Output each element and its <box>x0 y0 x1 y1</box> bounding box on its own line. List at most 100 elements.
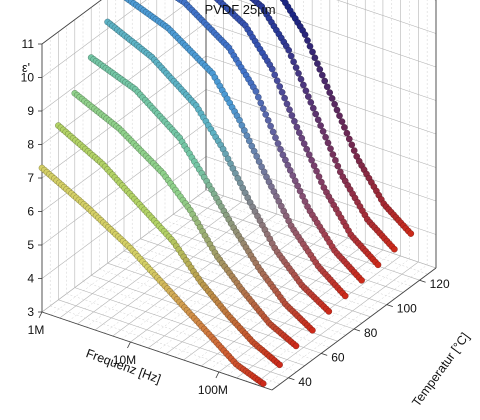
z-tick-label: 3 <box>27 305 34 319</box>
data-point <box>350 147 358 154</box>
data-point <box>308 156 315 164</box>
z-axis-label: ε' <box>22 61 30 75</box>
data-point <box>257 99 265 107</box>
data-point <box>318 178 325 186</box>
data-point <box>334 162 342 170</box>
series-50 <box>71 90 300 350</box>
data-point <box>315 173 323 180</box>
data-point <box>324 139 332 147</box>
data-point <box>310 162 318 169</box>
data-point <box>326 89 334 96</box>
series-60 <box>87 54 316 334</box>
data-point <box>262 111 270 118</box>
grid-line <box>205 22 437 101</box>
data-point <box>374 261 382 269</box>
data-point <box>267 122 274 130</box>
grid-line <box>107 262 338 342</box>
data-point <box>273 77 281 84</box>
z-tick-label: 10 <box>21 71 35 85</box>
frame-edge <box>41 311 273 391</box>
data-point <box>295 129 303 136</box>
data-point <box>341 124 348 131</box>
data-point <box>252 88 260 95</box>
data-point <box>268 65 276 73</box>
series-100 <box>213 0 382 269</box>
grid-line <box>58 299 289 379</box>
x-tick-mark <box>127 341 131 349</box>
y-axis-label: Temperatur [°C] <box>409 330 472 409</box>
data-point <box>309 48 316 56</box>
data-point <box>307 99 315 106</box>
data-point <box>316 66 324 73</box>
data-point <box>290 58 297 66</box>
data-point <box>269 128 277 136</box>
grid-line <box>336 0 437 34</box>
data-point <box>287 52 295 60</box>
y-tick-mark <box>419 279 426 283</box>
z-tick-label: 7 <box>27 171 34 185</box>
data-point <box>338 118 346 125</box>
data-point <box>254 93 262 101</box>
data-point <box>314 60 321 67</box>
data-point <box>276 83 284 90</box>
y-tick-mark <box>386 304 393 307</box>
z-tick-label: 5 <box>27 238 34 252</box>
y-tick-label: 40 <box>298 375 312 389</box>
data-point <box>309 104 317 112</box>
chart-title: PVDF 25µm <box>204 2 275 17</box>
data-point <box>272 134 279 141</box>
data-point <box>327 145 334 152</box>
data-point <box>259 380 267 387</box>
z-tick-label: 9 <box>27 104 34 118</box>
data-point <box>317 122 324 129</box>
data-point <box>325 308 333 315</box>
z-tick-label: 6 <box>27 205 34 219</box>
x-tick-mark <box>38 311 43 319</box>
data-point <box>322 133 329 141</box>
data-point <box>313 167 320 175</box>
grid-line <box>132 244 363 324</box>
data-point <box>343 129 351 137</box>
y-tick-label: 120 <box>430 277 450 291</box>
series-30 <box>38 164 267 387</box>
data-point <box>285 46 293 54</box>
data-point <box>277 145 284 153</box>
data-point <box>309 326 316 334</box>
data-point <box>286 106 293 113</box>
data-point <box>281 94 288 102</box>
series-90 <box>174 0 365 284</box>
data-point <box>312 110 320 118</box>
x-tick-label: 10M <box>113 353 136 367</box>
grid-line <box>173 214 404 293</box>
data-point <box>333 106 341 114</box>
data-point <box>288 112 296 119</box>
x-tick-label: 100M <box>198 383 228 397</box>
grid-line <box>181 208 412 287</box>
data-point <box>319 128 327 135</box>
data-point <box>300 81 307 89</box>
data-point <box>292 342 300 350</box>
data-point <box>345 135 353 143</box>
data-point <box>318 71 326 79</box>
y-tick-label: 100 <box>397 302 417 316</box>
series-40 <box>55 122 283 369</box>
grid-line <box>91 275 322 354</box>
data-point <box>271 71 279 79</box>
grid-line <box>66 293 297 372</box>
data-point <box>305 151 313 158</box>
data-point <box>348 141 356 149</box>
z-tick-label: 8 <box>27 138 34 152</box>
grid-line <box>156 226 387 305</box>
data-point <box>328 95 336 102</box>
data-point <box>298 134 306 142</box>
data-point <box>336 112 343 120</box>
x-tick-label: 1M <box>28 323 45 337</box>
data-point <box>259 105 267 112</box>
y-tick-label: 80 <box>364 326 378 340</box>
series-110 <box>249 0 398 253</box>
data-point <box>291 118 298 125</box>
data-point <box>278 89 286 96</box>
grid-line <box>50 305 281 385</box>
data-point <box>300 140 308 147</box>
data-point <box>321 77 329 85</box>
